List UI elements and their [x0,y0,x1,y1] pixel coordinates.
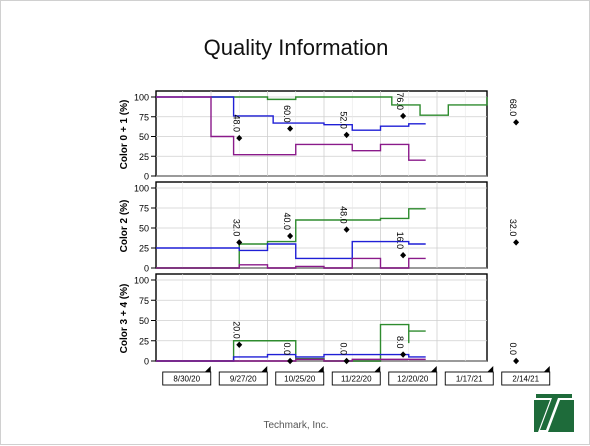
data-marker [236,341,243,348]
x-tick-box [501,371,551,386]
data-marker [287,125,294,132]
marker-label: 40.0 [282,212,292,230]
data-marker [236,239,243,246]
x-tick-flag [487,366,494,372]
marker-label: 32.0 [231,219,241,237]
x-tick-box [275,371,325,386]
x-tick-box [162,371,212,386]
data-marker [287,232,294,240]
series-line-purple [156,96,426,161]
x-tick-flag [261,366,268,372]
x-tick-label: 10/25/20 [284,375,316,384]
y-tick-label: 25 [139,152,149,162]
x-tick-flag [374,366,381,372]
y-axis-label: Color 0 + 1 (%) [119,100,130,170]
techmark-logo-icon [534,392,574,432]
footer-text: Techmark, Inc. [263,420,329,431]
y-tick-label: 100 [134,276,149,286]
marker-label: 32.0 [508,219,518,237]
x-tick-box [331,371,381,386]
series-line-blue [156,240,426,260]
marker-label: 16.0 [395,232,405,250]
x-tick-flag [543,366,550,372]
marker-label: 20.0 [231,321,241,339]
marker-label: 8.0 [395,336,405,349]
data-marker [513,119,520,126]
x-tick-label: 8/30/20 [173,375,200,384]
y-tick-label: 50 [139,316,149,326]
marker-label: 48.0 [231,115,241,133]
data-marker [400,351,407,358]
data-marker [287,357,294,365]
y-tick-label: 50 [139,224,149,234]
series-line-purple [156,257,426,269]
y-tick-label: 75 [139,204,149,214]
marker-label: 0.0 [508,342,518,355]
x-tick-flag [204,366,211,372]
series-line-purple [156,358,426,362]
data-marker [513,239,520,246]
marker-label: 0.0 [339,342,349,355]
y-tick-label: 0 [144,264,149,274]
data-marker [400,112,407,120]
y-axis-label: Color 2 (%) [119,200,130,253]
y-axis-label: Color 3 + 4 (%) [119,284,130,354]
data-marker [400,252,407,259]
x-tick-flag [430,366,437,372]
x-tick-label: 9/27/20 [230,375,257,384]
x-tick-box [218,371,268,386]
y-tick-label: 75 [139,112,149,122]
marker-label: 76.0 [395,92,405,110]
x-tick-box [388,371,438,386]
marker-label: 68.0 [508,99,518,117]
y-tick-label: 25 [139,336,149,346]
marker-label: 52.0 [339,111,349,129]
y-tick-label: 0 [144,172,149,182]
series-line-green [211,96,488,116]
series-line-blue [156,96,426,131]
data-marker [236,134,243,142]
data-marker [343,357,350,365]
x-tick-box [444,371,494,386]
x-tick-label: 12/20/20 [397,375,429,384]
series-line-blue [156,353,426,362]
slide-title: Quality Information [203,35,389,60]
series-line-green [156,208,426,269]
y-tick-label: 25 [139,244,149,254]
x-tick-flag [317,366,324,372]
data-marker [343,131,350,139]
data-marker [513,357,520,365]
x-tick-label: 11/22/20 [341,375,372,384]
y-tick-label: 100 [134,93,149,103]
y-tick-label: 0 [144,357,149,367]
data-marker [343,226,350,233]
marker-label: 0.0 [282,342,292,355]
y-tick-label: 50 [139,132,149,142]
x-tick-label: 2/14/21 [512,375,539,384]
marker-label: 60.0 [282,105,292,123]
y-tick-label: 75 [139,296,149,306]
marker-label: 48.0 [339,206,349,224]
y-tick-label: 100 [134,184,149,194]
x-tick-label: 1/17/21 [456,375,483,384]
